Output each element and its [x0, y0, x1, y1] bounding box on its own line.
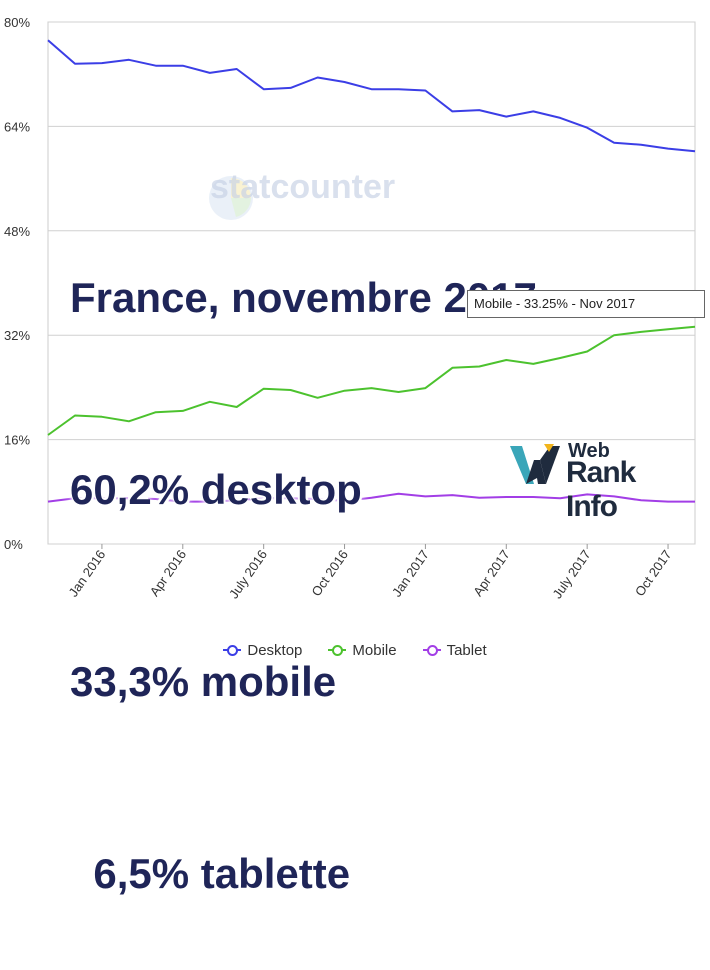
x-tick-label: Apr 2017: [470, 547, 513, 599]
chart-tooltip: Mobile - 33.25% - Nov 2017: [467, 290, 705, 318]
legend-item-tablet[interactable]: Tablet: [422, 638, 487, 662]
x-tick-label: July 2017: [549, 547, 593, 601]
legend-tablet-marker-icon: [422, 645, 441, 656]
webrankinfo-icon: [510, 444, 560, 484]
series-line-mobile[interactable]: [47, 325, 696, 436]
webrankinfo-web-text: Web: [568, 440, 610, 462]
x-tick-label: Oct 2017: [632, 547, 675, 599]
webrankinfo-rank-text: Rank Info: [566, 456, 636, 523]
y-tick-label: 80%: [4, 15, 30, 30]
chart-legend: Desktop Mobile Tablet: [0, 638, 710, 662]
legend-mobile-marker-icon: [328, 645, 347, 656]
series-line-tablet[interactable]: [47, 492, 695, 503]
y-tick-label: 0%: [4, 537, 23, 552]
legend-desktop-marker-icon: [223, 645, 242, 656]
x-tick-label: Apr 2016: [147, 547, 190, 599]
webrankinfo-logo: Web Rank Info: [508, 440, 688, 523]
legend-mobile-label: Mobile: [352, 641, 397, 659]
legend-desktop-label: Desktop: [247, 641, 303, 659]
series-line-desktop[interactable]: [47, 39, 696, 153]
legend-item-mobile[interactable]: Mobile: [328, 638, 397, 662]
y-tick-label: 64%: [4, 119, 30, 134]
y-tick-label: 32%: [4, 328, 30, 343]
statcounter-logo-icon: [206, 168, 256, 228]
y-tick-label: 48%: [4, 224, 30, 239]
y-tick-label: 16%: [4, 433, 30, 448]
x-tick-label: Oct 2016: [308, 547, 351, 599]
statcounter-watermark: statcounter: [210, 168, 396, 206]
x-tick-label: Jan 2016: [65, 547, 108, 599]
x-tick-label: Jan 2017: [389, 547, 432, 599]
headline-tablet: 6,5% tablette: [70, 850, 351, 897]
x-tick-label: July 2016: [226, 547, 270, 601]
line-chart: 80% 64% 48% 32% 16% 0% Jan 2016 Apr 2016 July 20…: [4, 15, 696, 601]
legend-tablet-label: Tablet: [446, 641, 487, 659]
legend-item-desktop[interactable]: Desktop: [223, 638, 302, 662]
